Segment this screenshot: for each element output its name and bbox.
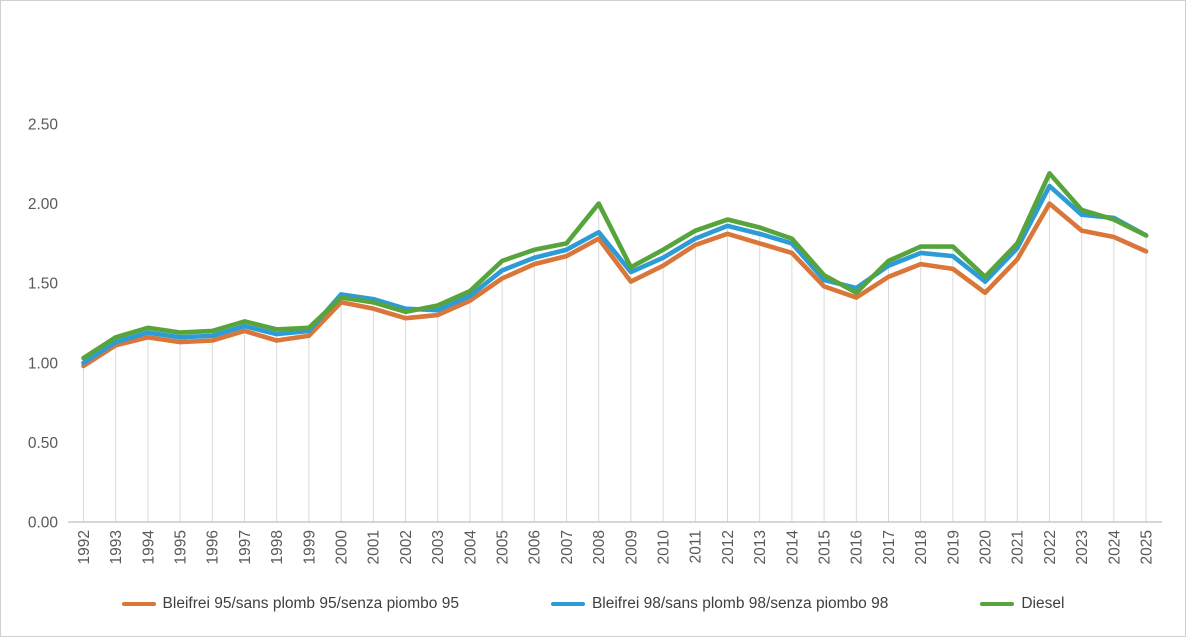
series-line-diesel <box>81 171 1149 361</box>
y-axis-tick-label: 1.50 <box>28 276 59 293</box>
y-axis-tick-label: 2.00 <box>28 196 59 213</box>
x-axis-tick-label: 1996 <box>205 530 222 564</box>
legend-item-bleifrei-98: Bleifrei 98/sans plomb 98/senza piombo 9… <box>550 595 889 613</box>
y-axis-tick-label: 0.00 <box>28 515 59 532</box>
x-axis-tick-label: 2006 <box>527 530 544 564</box>
x-axis-tick-label: 1995 <box>173 530 190 564</box>
x-axis-tick-label: 2018 <box>913 530 930 564</box>
bleifrei-95-line-marker-icon <box>121 601 156 607</box>
x-axis-tick-label: 2010 <box>656 530 673 565</box>
y-axis-tick-label: 0.50 <box>28 435 59 452</box>
legend-label-bleifrei-95: Bleifrei 95/sans plomb 95/senza piombo 9… <box>162 595 459 612</box>
x-axis-tick-label: 2016 <box>849 530 866 564</box>
x-axis-tick-label: 2008 <box>591 530 608 564</box>
x-axis-tick-label: 1994 <box>140 530 157 565</box>
x-axis-tick-label: 2015 <box>817 530 834 564</box>
x-axis-tick-label: 2022 <box>1042 530 1059 564</box>
x-axis-tick-label: 2003 <box>430 530 447 564</box>
diesel-line-marker-icon <box>980 601 1015 607</box>
x-axis-tick-label: 2014 <box>784 530 801 565</box>
x-axis-tick-label: 1998 <box>269 530 286 564</box>
x-axis-tick-label: 2021 <box>1010 530 1027 564</box>
x-axis-tick-label: 2000 <box>334 530 351 565</box>
x-axis-tick-label: 2012 <box>720 530 737 564</box>
x-axis-tick-label: 2004 <box>462 530 479 565</box>
y-axis-tick-label: 2.50 <box>28 117 59 134</box>
x-axis-tick-label: 2024 <box>1106 530 1123 565</box>
series-line-bleifrei-98 <box>81 183 1149 366</box>
x-axis-tick-label: 1997 <box>237 530 254 564</box>
legend-item-diesel: Diesel <box>980 595 1064 613</box>
x-axis-tick-label: 2007 <box>559 530 576 564</box>
x-axis-tick-label: 2023 <box>1074 530 1091 564</box>
chart-legend: Bleifrei 95/sans plomb 95/senza piombo 9… <box>1 595 1185 613</box>
x-axis-tick-label: 2011 <box>688 530 705 563</box>
x-axis-tick-label: 1999 <box>301 530 318 564</box>
legend-item-bleifrei-95: Bleifrei 95/sans plomb 95/senza piombo 9… <box>121 595 459 613</box>
x-axis-tick-label: 2001 <box>366 530 383 564</box>
x-axis-tick-label: 2020 <box>978 530 995 565</box>
x-axis-tick-label: 2025 <box>1139 530 1156 564</box>
legend-label-bleifrei-98: Bleifrei 98/sans plomb 98/senza piombo 9… <box>591 595 889 612</box>
x-axis-tick-label: 2017 <box>881 530 898 564</box>
x-axis-tick-label: 2002 <box>398 530 415 564</box>
x-axis-tick-label: 1993 <box>108 530 125 564</box>
x-axis-tick-label: 2013 <box>752 530 769 564</box>
x-axis-tick-label: 1992 <box>76 530 93 564</box>
plot-area: 0.00 0.50 1.00 1.50 2.00 2.50 1992 1993 1994 1995… <box>28 117 1162 565</box>
x-axis-tick-label: 2009 <box>623 530 640 564</box>
x-axis-tick-label: 2019 <box>945 530 962 564</box>
legend-label-diesel: Diesel <box>1021 595 1065 612</box>
x-axis-tick-label: 2005 <box>495 530 512 564</box>
series-line-bleifrei-95 <box>81 201 1149 369</box>
y-axis-tick-label: 1.00 <box>28 355 59 372</box>
bleifrei-98-line-marker-icon <box>550 601 585 607</box>
